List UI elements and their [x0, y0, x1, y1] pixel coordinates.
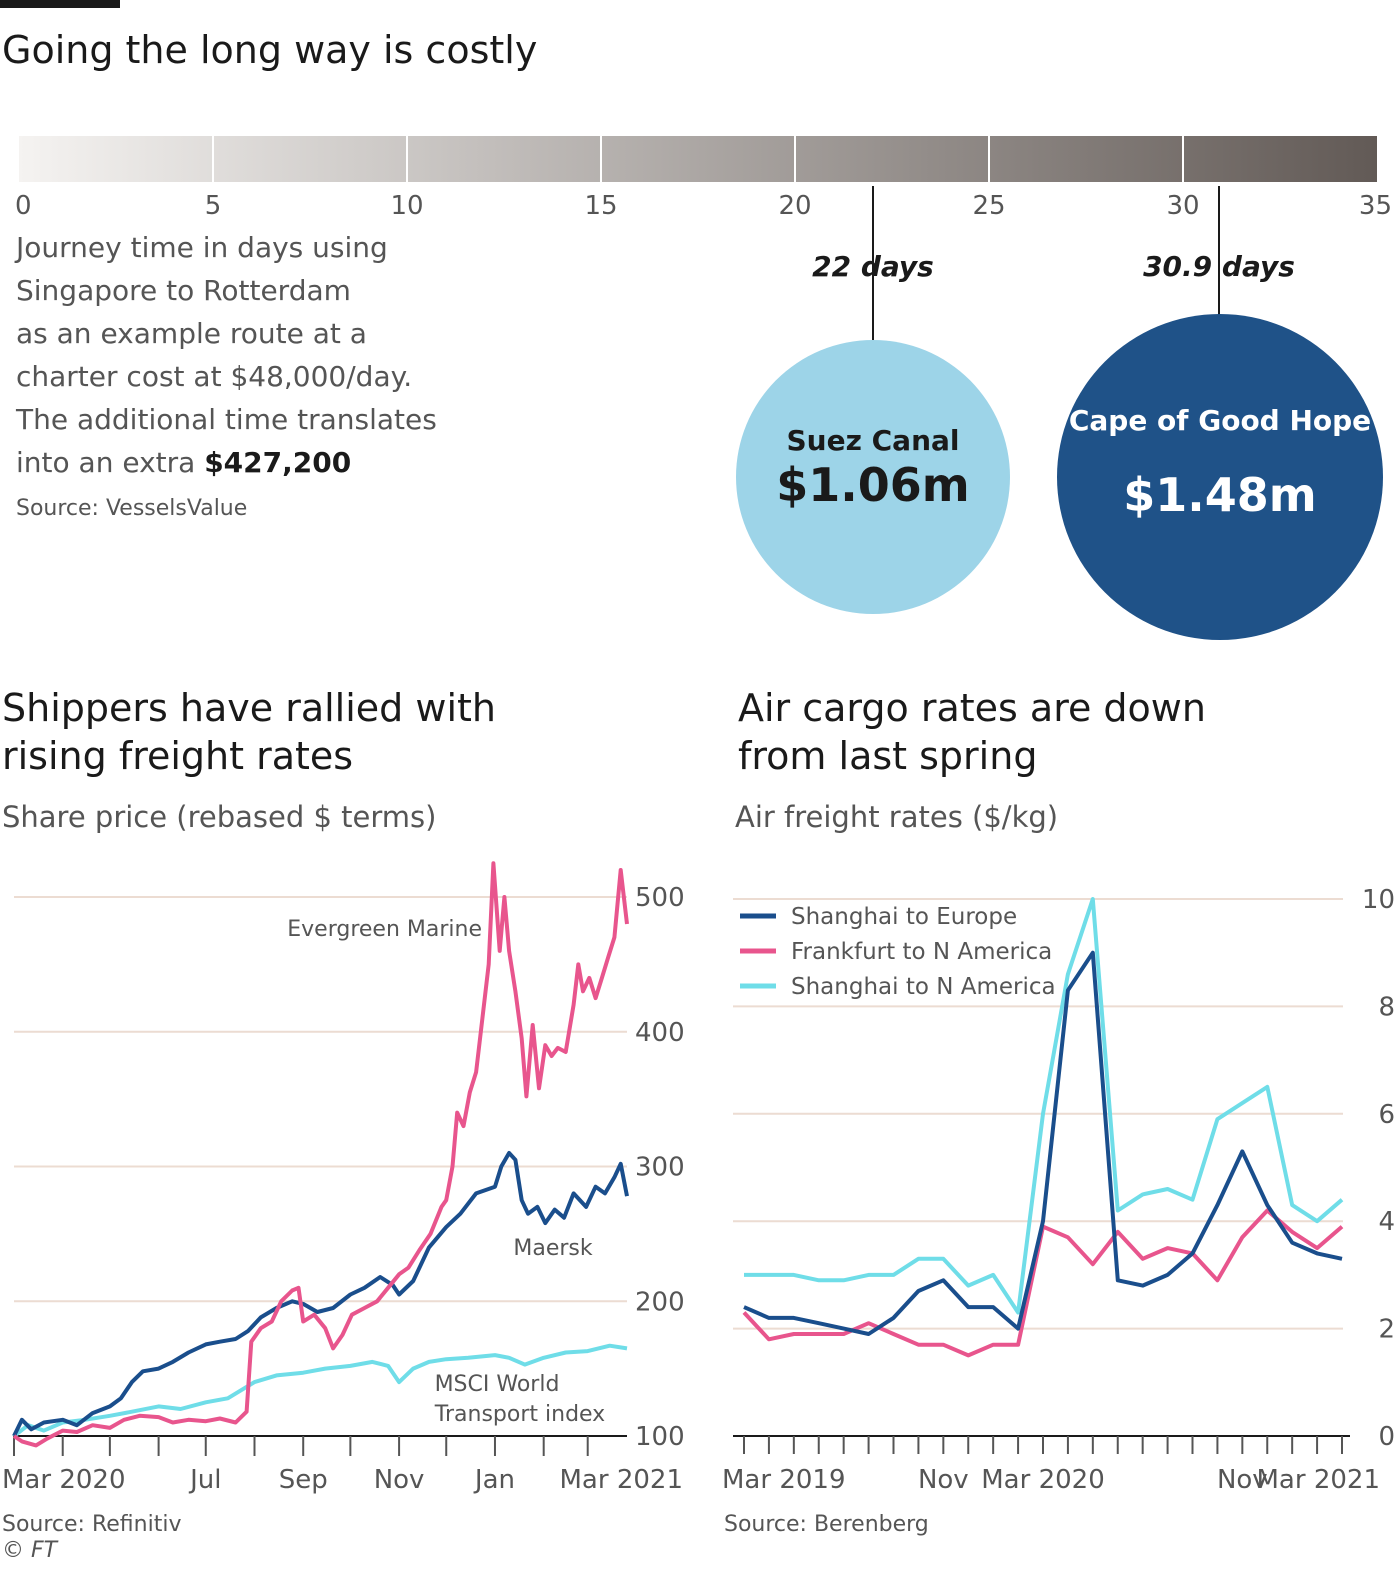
series-msci-world-transport-index [12, 1343, 628, 1438]
scale-tick-label: 25 [972, 191, 1005, 221]
top-accent-bar [0, 0, 120, 8]
left-x-tick-label: Sep [279, 1465, 328, 1495]
scale-gradient-bar [19, 136, 1377, 182]
left-chart-subtitle: Share price (rebased $ terms) [2, 800, 437, 834]
suez-canal-bubble: Suez Canal $1.06m [736, 340, 1010, 614]
left-x-tick-label: Mar 2021 [560, 1465, 684, 1495]
series-frankfurt-to-n-america [742, 1208, 1344, 1358]
desc-line: Journey time in days using [16, 231, 388, 264]
right-title-line2: from last spring [738, 734, 1038, 778]
right-y-tick-label: 2 [1378, 1315, 1395, 1345]
right-y-tick-label: 6 [1378, 1100, 1395, 1130]
msci-label-line1: MSCI World [435, 1372, 560, 1397]
extra-cost-value: $427,200 [204, 446, 352, 479]
top-title: Going the long way is costly [2, 28, 538, 72]
suez-canal-name: Suez Canal [786, 424, 960, 457]
suez-days-label: 22 days [812, 250, 934, 283]
left-y-tick-label: 500 [635, 883, 685, 913]
left-source: Source: Refinitiv [2, 1512, 182, 1537]
left-chart-title: Shippers have rallied with rising freigh… [2, 684, 496, 780]
left-x-tick-label: Jul [188, 1465, 221, 1495]
desc-last-prefix: into an extra [16, 446, 205, 479]
right-source: Source: Berenberg [724, 1512, 929, 1537]
msci-label-line2: Transport index [434, 1402, 605, 1427]
cape-of-good-hope-bubble: Cape of Good Hope $1.48m [1057, 314, 1383, 640]
left-y-tick-label: 100 [635, 1422, 685, 1452]
left-title-line2: rising freight rates [2, 734, 354, 778]
scale-tick-label: 35 [1359, 191, 1392, 221]
right-x-tick-label: Mar 2021 [1257, 1465, 1381, 1495]
right-x-tick-label: Nov [918, 1465, 969, 1495]
legend-label: Frankfurt to N America [791, 939, 1052, 965]
series-shanghai-to-europe [743, 950, 1343, 1336]
right-x-tick-label: Nov [1217, 1465, 1268, 1495]
right-y-tick-label: 10 [1362, 885, 1395, 915]
left-y-tick-label: 400 [635, 1018, 685, 1048]
left-title-line1: Shippers have rallied with [2, 686, 496, 730]
evergreen-label: Evergreen Marine [287, 917, 482, 942]
desc-line-last: into an extra $427,200 [16, 441, 456, 484]
top-source: Source: VesselsValue [16, 496, 248, 521]
scale-tick-label: 10 [390, 191, 423, 221]
left-y-tick-label: 300 [635, 1153, 685, 1183]
right-x-tick-label: Mar 2019 [722, 1465, 846, 1495]
legend-label: Shanghai to Europe [791, 904, 1017, 930]
right-x-tick-label: Mar 2020 [981, 1465, 1105, 1495]
right-chart-title: Air cargo rates are down from last sprin… [738, 684, 1206, 780]
left-x-tick-label: Jan [473, 1465, 515, 1495]
scale-tick-label: 15 [584, 191, 617, 221]
series-evergreen-marine [12, 861, 629, 1448]
right-y-tick-label: 0 [1378, 1422, 1395, 1452]
right-title-line1: Air cargo rates are down [738, 686, 1206, 730]
scale-tick-label: 5 [205, 191, 222, 221]
left-y-tick-label: 200 [635, 1287, 685, 1317]
copyright: © FT [2, 1538, 58, 1563]
scale-tick-label: 30 [1166, 191, 1199, 221]
scale-tick-label: 20 [778, 191, 811, 221]
right-y-tick-label: 8 [1378, 992, 1395, 1022]
left-x-tick-label: Mar 2020 [2, 1465, 126, 1495]
journey-scale: 0 5 10 15 20 25 30 35 [15, 136, 1392, 221]
cape-of-good-hope-name: Cape of Good Hope [1068, 404, 1372, 437]
desc-line: Singapore to Rotterdam [16, 274, 351, 307]
scale-tick-label: 0 [15, 191, 32, 221]
route-marker-lines [872, 186, 1220, 340]
series-shanghai-to-n-america [744, 897, 1344, 1315]
right-y-tick-label: 4 [1378, 1207, 1395, 1237]
series-maersk [12, 1151, 629, 1437]
left-x-tick-label: Nov [374, 1465, 425, 1495]
cape-of-good-hope-cost: $1.48m [1123, 468, 1317, 522]
desc-line: charter cost at $48,000/day. [16, 360, 413, 393]
share-price-chart: 100 200 300 400 500 Mar 2020 Jul Sep Nov Jan Mar 2… [2, 861, 685, 1495]
desc-line: as an example route at a [16, 317, 367, 350]
suez-canal-cost: $1.06m [776, 458, 970, 512]
cape-days-label: 30.9 days [1143, 250, 1295, 283]
right-chart-subtitle: Air freight rates ($/kg) [735, 800, 1059, 834]
maersk-label: Maersk [513, 1236, 593, 1261]
top-description: Journey time in days using Singapore to … [16, 226, 456, 484]
legend-label: Shanghai to N America [791, 974, 1056, 1000]
desc-line: The additional time translates [16, 403, 437, 436]
